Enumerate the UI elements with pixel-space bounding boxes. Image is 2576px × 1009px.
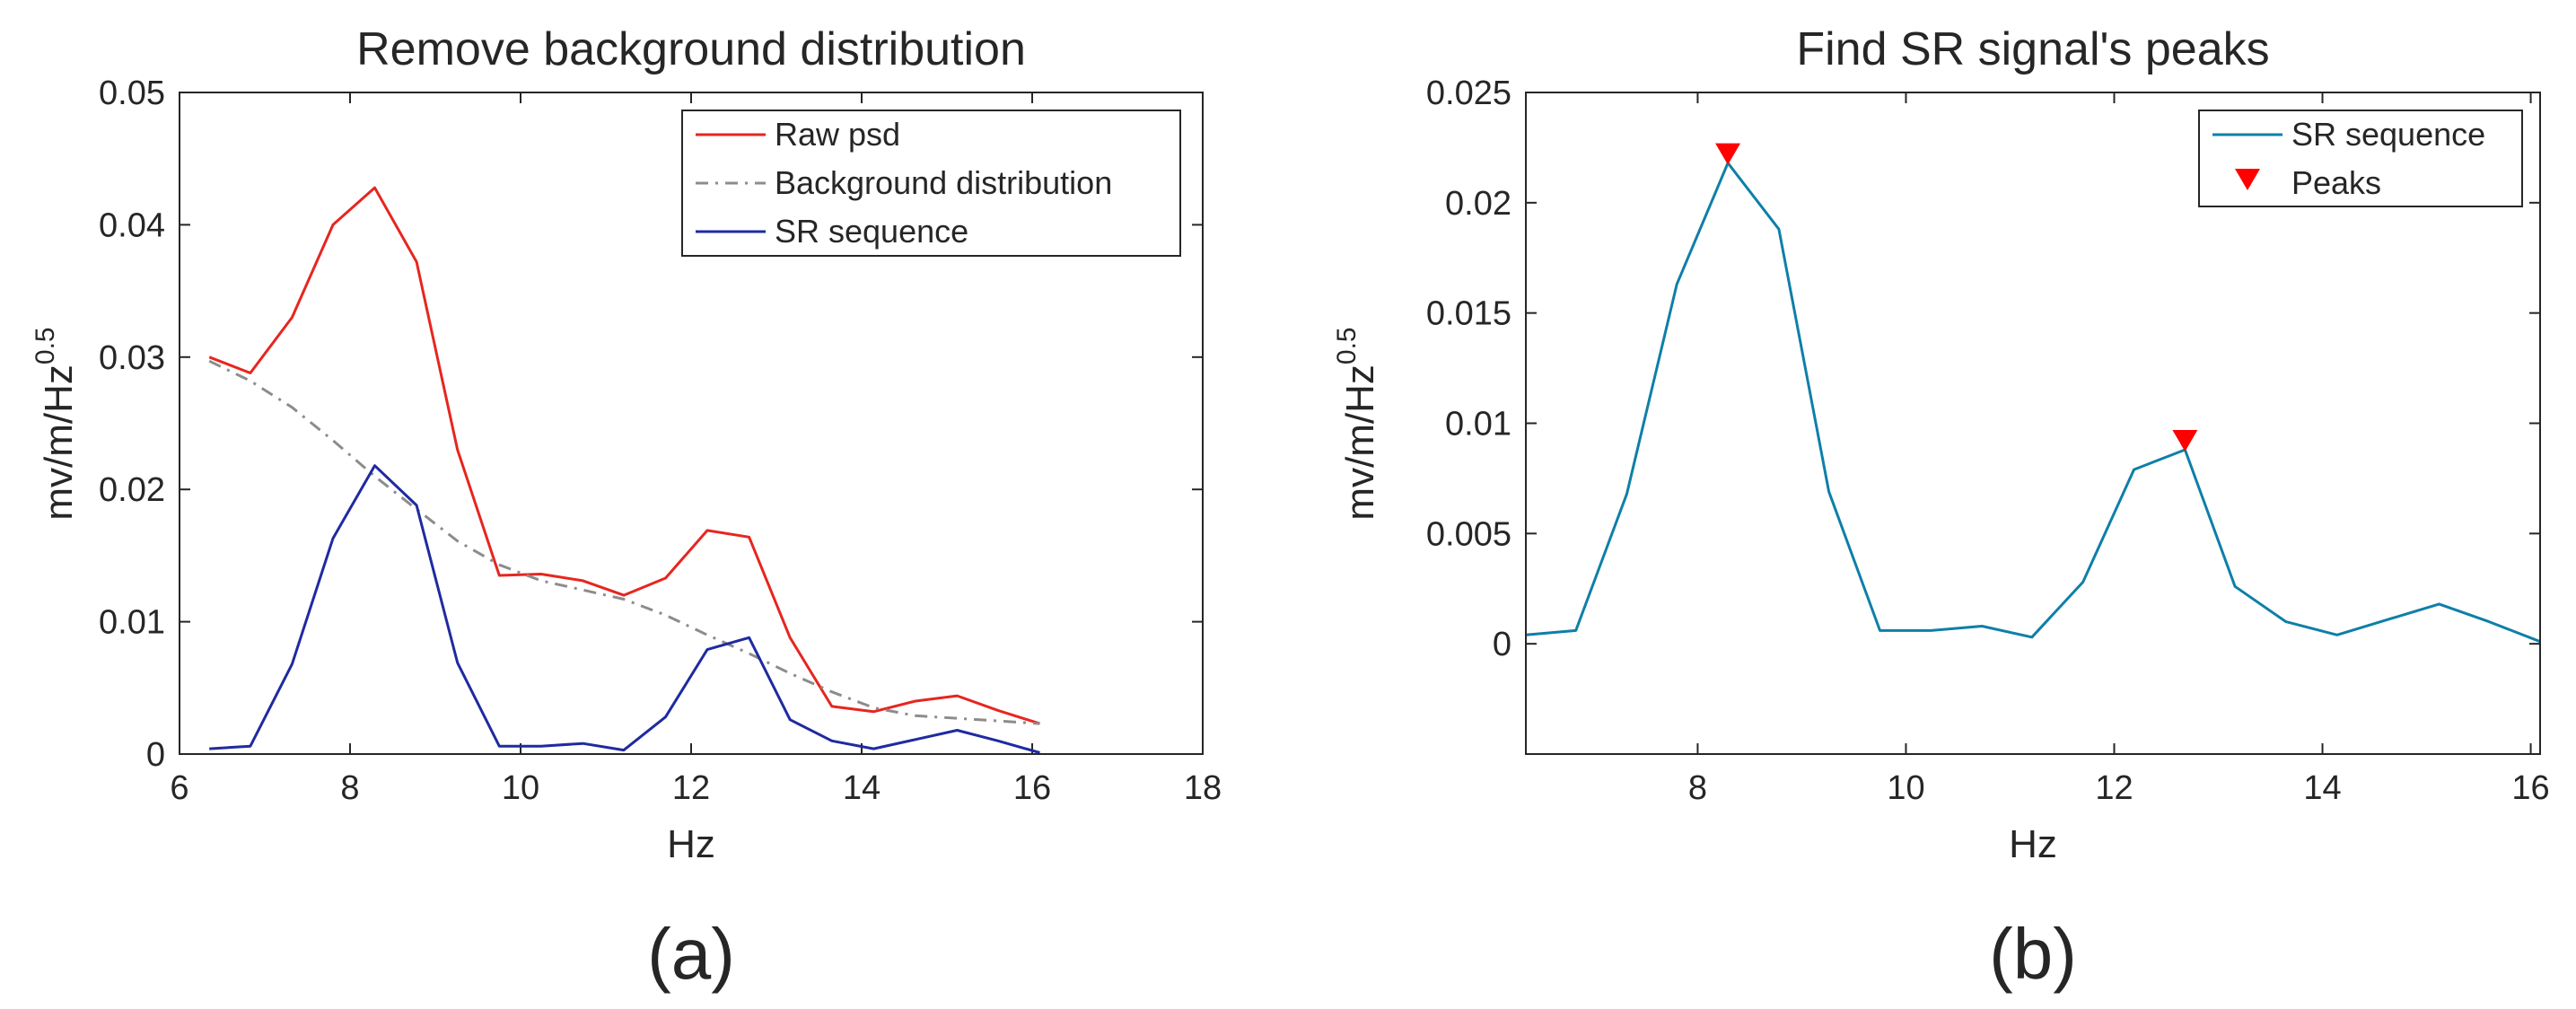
x-axis-label-b: Hz bbox=[2009, 822, 2057, 866]
legend-box-b bbox=[2198, 110, 2523, 207]
chart-title-a: Remove background distribution bbox=[356, 23, 1026, 75]
x-tick-label-b: 8 bbox=[1688, 769, 1707, 807]
series-line-sr-sequence bbox=[209, 464, 1040, 754]
legend-entry-label: SR sequence bbox=[775, 213, 968, 250]
ticks-a: 6 8 10 12 14 16 18 0 0.01 0.02 0.03 0.04 0.05 bbox=[99, 75, 1222, 807]
legend-a: Raw psd Background distribution SR sequenc… bbox=[681, 110, 1181, 257]
y-axis-label-a-exponent: 0.5 bbox=[31, 327, 60, 364]
y-tick-label-a: 0.01 bbox=[99, 604, 165, 642]
y-tick-label-b: 0.01 bbox=[1445, 406, 1511, 443]
x-tick-label-b: 10 bbox=[1887, 769, 1924, 807]
peak-marker bbox=[1715, 143, 1741, 165]
ticks-b: 8 10 12 14 16 0 0.005 0.01 0.015 0.02 0.025 bbox=[1426, 75, 2550, 807]
y-tick-label-a: 0.03 bbox=[99, 339, 165, 377]
y-tick-label-a: 0.04 bbox=[99, 206, 165, 244]
legend-entry-label: SR sequence bbox=[2291, 116, 2485, 153]
axes-box-a bbox=[179, 92, 1204, 755]
panel-label-b: (b) bbox=[1989, 914, 2077, 994]
x-tick-label-b: 16 bbox=[2511, 769, 2549, 807]
x-tick-label-a: 10 bbox=[502, 769, 539, 807]
x-axis-label-a: Hz bbox=[667, 822, 715, 866]
legend-entry-label: Raw psd bbox=[775, 116, 900, 153]
chart-panel-a: Remove background distribution 6 8 10 12 14 1… bbox=[31, 23, 1222, 994]
legend-entry-label: Peaks bbox=[2291, 164, 2381, 201]
y-tick-label-a: 0.05 bbox=[99, 75, 165, 112]
peak-marker bbox=[2172, 429, 2198, 452]
y-axis-label-b-base: mv/m/Hz bbox=[1338, 364, 1382, 521]
chart-panel-b: Find SR signal's peaks 8 10 12 14 16 0 0.005 0.… bbox=[1332, 23, 2550, 994]
x-tick-label-a: 12 bbox=[672, 769, 710, 807]
series-line-background-distribution bbox=[208, 359, 1040, 725]
chart-title-b: Find SR signal's peaks bbox=[1796, 23, 2269, 75]
x-tick-label-a: 18 bbox=[1184, 769, 1222, 807]
y-axis-label-b-exponent: 0.5 bbox=[1332, 327, 1362, 364]
y-axis-label-a-text: mv/m/Hz0.5 bbox=[31, 327, 81, 520]
y-axis-label-a-base: mv/m/Hz bbox=[37, 364, 81, 521]
legend-b: SR sequence Peaks bbox=[2198, 110, 2523, 207]
series-group-a bbox=[208, 186, 1040, 754]
x-tick-label-a: 8 bbox=[340, 769, 359, 807]
x-tick-label-b: 14 bbox=[2303, 769, 2341, 807]
y-tick-label-b: 0.005 bbox=[1426, 515, 1511, 553]
x-tick-label-b: 12 bbox=[2095, 769, 2133, 807]
x-tick-label-a: 14 bbox=[843, 769, 881, 807]
x-tick-label-a: 6 bbox=[170, 769, 188, 807]
y-axis-label-b-text: mv/m/Hz0.5 bbox=[1332, 327, 1382, 520]
axes-box-b bbox=[1525, 92, 2541, 755]
series-line-sr-sequence bbox=[1525, 162, 2541, 644]
y-tick-label-b: 0.025 bbox=[1426, 75, 1511, 112]
y-axis-label-a: mv/m/Hz0.5 bbox=[31, 327, 81, 520]
y-tick-label-b: 0.015 bbox=[1426, 295, 1511, 333]
series-line-raw-psd bbox=[208, 186, 1040, 725]
panel-label-a: (a) bbox=[647, 914, 735, 994]
y-tick-label-b: 0.02 bbox=[1445, 185, 1511, 223]
y-tick-label-a: 0.02 bbox=[99, 471, 165, 509]
legend-entry-label: Background distribution bbox=[775, 164, 1112, 201]
y-tick-label-b: 0 bbox=[1493, 626, 1511, 663]
legend-peak-marker bbox=[2235, 169, 2260, 190]
series-group-b bbox=[1525, 143, 2541, 644]
x-tick-label-a: 16 bbox=[1013, 769, 1051, 807]
y-axis-label-b: mv/m/Hz0.5 bbox=[1332, 327, 1382, 520]
y-tick-label-a: 0 bbox=[146, 736, 165, 774]
